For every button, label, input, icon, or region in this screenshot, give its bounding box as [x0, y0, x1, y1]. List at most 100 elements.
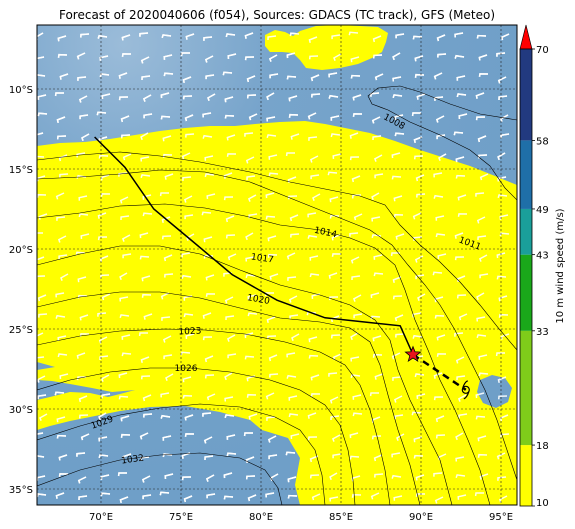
wind-barb — [245, 475, 256, 480]
wind-barb — [247, 294, 257, 300]
wind-barb — [37, 94, 47, 100]
wind-barb — [372, 353, 383, 358]
wind-barb — [140, 375, 151, 380]
wind-barb — [328, 372, 338, 377]
wind-barb — [392, 76, 402, 82]
wind-barb — [227, 53, 237, 59]
wind-barb — [308, 354, 319, 359]
wind-barb — [266, 92, 275, 101]
wind-barb — [289, 314, 299, 320]
lat-tick-label: 30°S — [9, 405, 33, 416]
wind-barb — [227, 253, 237, 261]
wind-barb — [182, 376, 192, 383]
wind-barb — [350, 356, 360, 362]
wind-barb — [351, 493, 362, 498]
wind-barb — [204, 155, 214, 161]
wind-barb — [163, 72, 174, 77]
wind-barb — [142, 494, 152, 500]
wind-barb — [475, 116, 486, 121]
wind-barb — [391, 152, 401, 159]
wind-barb — [141, 293, 152, 298]
wind-barb — [475, 415, 486, 420]
wind-barb — [244, 132, 254, 137]
wind-barb — [497, 176, 507, 182]
wind-barb — [119, 296, 129, 302]
wind-barb — [139, 232, 149, 239]
wind-barb — [454, 232, 464, 239]
colorbar-tick-label: 33 — [536, 327, 549, 338]
wind-barb — [499, 414, 509, 422]
wind-barb — [415, 174, 425, 182]
wind-barb — [247, 312, 258, 317]
wind-barb — [246, 94, 257, 99]
wind-barb — [120, 115, 130, 123]
wind-barb — [59, 73, 69, 80]
wind-barb — [435, 415, 445, 423]
wind-barb — [182, 176, 192, 181]
wind-barb — [479, 473, 489, 480]
wind-barb — [56, 416, 66, 423]
wind-barb — [497, 476, 507, 481]
wind-barb — [456, 93, 467, 98]
wind-barb — [433, 396, 444, 401]
wind-barb — [435, 434, 446, 439]
wind-barb — [475, 192, 485, 197]
wind-barb — [497, 76, 507, 84]
wind-barb — [162, 135, 172, 142]
wind-barb — [101, 293, 111, 301]
wind-barb — [120, 134, 131, 139]
wind-barb — [226, 434, 236, 440]
wind-barb — [160, 414, 171, 419]
wind-barb — [497, 395, 508, 400]
wind-barb — [56, 116, 66, 123]
wind-barb — [78, 213, 89, 218]
wind-barb — [78, 95, 88, 103]
wind-barb — [496, 452, 506, 460]
wind-barb — [121, 53, 132, 57]
wind-barb — [38, 313, 48, 318]
wind-barb — [122, 453, 132, 460]
wind-barb — [330, 133, 341, 138]
lat-tick-label: 35°S — [9, 485, 33, 496]
wind-barb — [369, 392, 379, 397]
calm-wind-patch-north — [265, 25, 388, 70]
wind-barb — [433, 72, 443, 80]
wind-barb — [457, 394, 467, 402]
wind-barb — [437, 253, 447, 259]
wind-barb — [458, 113, 468, 119]
wind-barb — [391, 352, 401, 360]
wind-barb — [185, 333, 195, 339]
wind-barb — [206, 193, 216, 199]
wind-barb — [307, 436, 318, 441]
wind-barb — [37, 32, 44, 40]
wind-barb — [38, 213, 48, 220]
wind-barb — [97, 34, 108, 39]
wind-barb — [310, 374, 320, 381]
wind-barb — [160, 392, 170, 398]
wind-barb — [161, 34, 172, 39]
wind-barb — [411, 112, 421, 117]
wind-barb — [122, 153, 132, 161]
wind-barb — [478, 73, 489, 77]
colorbar-tick-label: 43 — [536, 251, 549, 262]
wind-barb — [307, 112, 317, 120]
wind-barb — [416, 93, 426, 100]
wind-barb — [180, 52, 190, 57]
map-area: 1008 1011 1014 1017 1020 1023 1026 1029 … — [37, 25, 517, 505]
wind-barb — [331, 34, 341, 40]
wind-barb — [246, 175, 256, 181]
wind-barb — [350, 74, 361, 79]
wind-barb — [182, 394, 193, 399]
wind-barb — [285, 451, 296, 456]
wind-barb — [286, 75, 297, 80]
wind-barb — [37, 155, 45, 158]
wind-barb — [353, 213, 363, 221]
wind-barb — [183, 313, 194, 318]
lat-tick-label: 25°S — [9, 325, 33, 336]
colorbar-segment — [520, 208, 532, 255]
wind-barb — [474, 492, 484, 497]
wind-barb — [393, 195, 403, 202]
colorbar-tick-label: 10 — [536, 498, 549, 509]
wind-barb — [245, 256, 255, 262]
colorbar-segment — [520, 140, 532, 209]
